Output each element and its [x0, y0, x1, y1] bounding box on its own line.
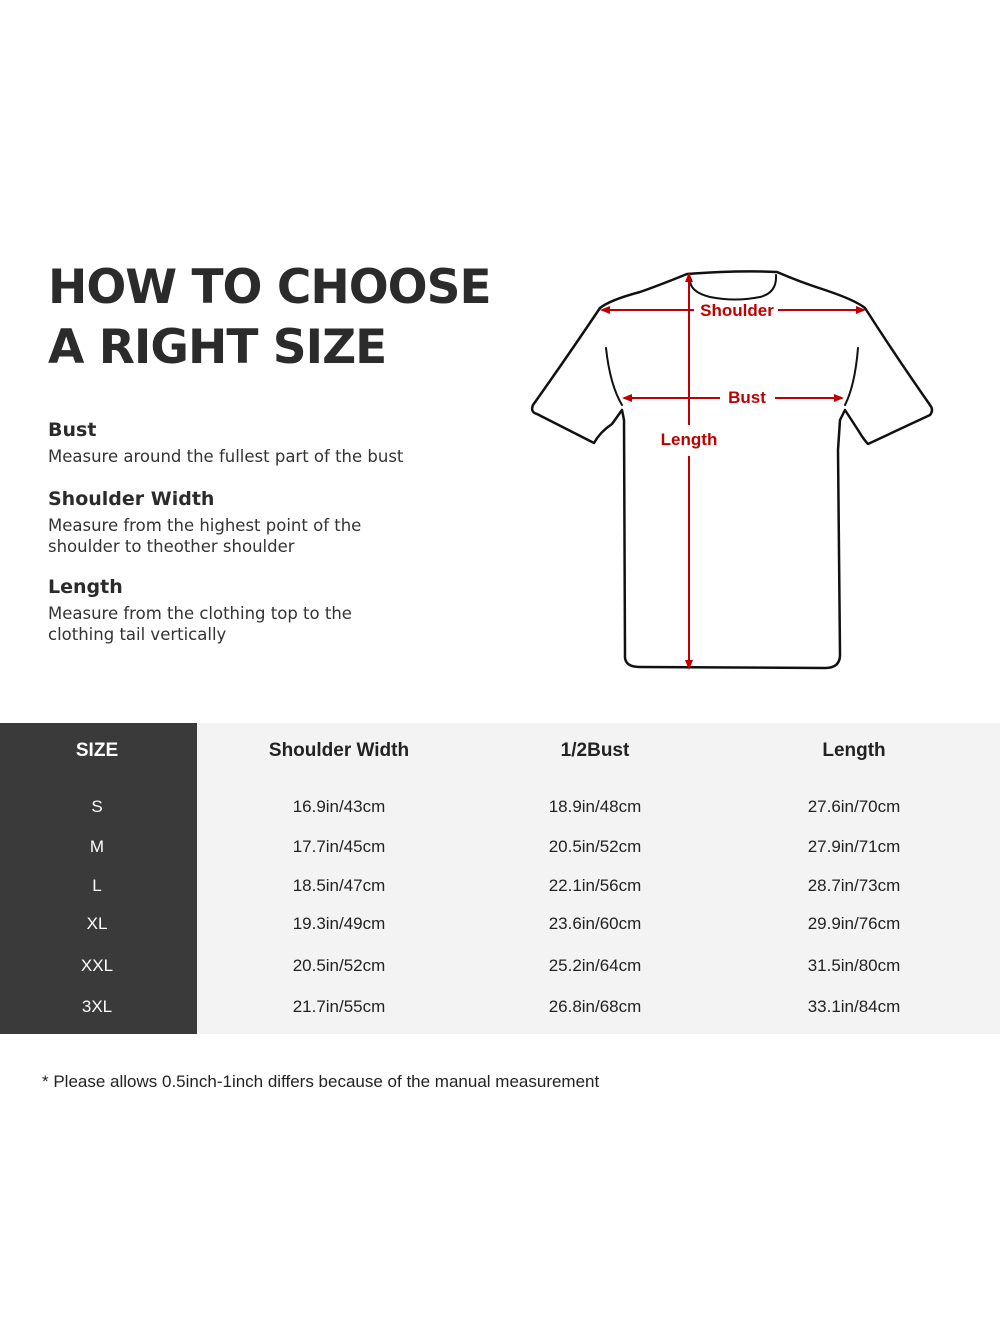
header-half-bust: 1/2Bust: [560, 740, 630, 761]
cell-size: S: [91, 797, 103, 816]
footnote: * Please allows 0.5inch-1inch differs be…: [42, 1072, 600, 1091]
tshirt-outline: [530, 270, 934, 670]
cell-shoulder-width: 21.7in/55cm: [292, 997, 386, 1016]
cell-shoulder-width: 17.7in/45cm: [292, 837, 386, 856]
cell-size: 3XL: [81, 997, 113, 1016]
header-shoulder-width: Shoulder Width: [268, 740, 410, 761]
definition-text: Measure from the clothing top to the clo…: [48, 604, 352, 644]
cell-half-bust: 20.5in/52cm: [548, 837, 642, 856]
definition-term: Length: [48, 576, 123, 598]
definition-shoulder-width: Shoulder Width Measure from the highest …: [48, 487, 388, 557]
cell-length: 27.9in/71cm: [807, 837, 901, 856]
cell-length: 33.1in/84cm: [807, 997, 901, 1016]
cell-half-bust: 22.1in/56cm: [548, 876, 642, 895]
size-column: [0, 723, 197, 1034]
cell-shoulder-width: 19.3in/49cm: [292, 914, 386, 933]
cell-half-bust: 18.9in/48cm: [548, 797, 642, 816]
cell-shoulder-width: 16.9in/43cm: [292, 797, 386, 816]
shoulder-label: Shoulder: [700, 301, 774, 320]
cell-length: 27.6in/70cm: [807, 797, 901, 816]
size-table: SIZE Shoulder Width 1/2Bust Length S 16.9in/4…: [0, 723, 1000, 1034]
cell-shoulder-width: 18.5in/47cm: [292, 876, 386, 895]
title-line-2: A RIGHT SIZE: [48, 320, 387, 375]
cell-size: M: [89, 837, 105, 856]
cell-size: XXL: [80, 956, 114, 975]
page-title: HOW TO CHOOSE A RIGHT SIZE: [48, 258, 492, 378]
cell-half-bust: 26.8in/68cm: [548, 997, 642, 1016]
definition-length: Length Measure from the clothing top to …: [48, 575, 388, 645]
definition-bust: Bust Measure around the fullest part of …: [48, 418, 438, 467]
definition-term: Bust: [48, 419, 97, 441]
definition-text: Measure around the fullest part of the b…: [48, 447, 404, 466]
cell-length: 28.7in/73cm: [807, 876, 901, 895]
cell-half-bust: 25.2in/64cm: [548, 956, 642, 975]
length-label: Length: [661, 430, 718, 449]
header-size: SIZE: [75, 740, 119, 761]
title-line-1: HOW TO CHOOSE: [48, 260, 492, 315]
measure-lines: [600, 272, 866, 670]
cell-shoulder-width: 20.5in/52cm: [292, 956, 386, 975]
header-length: Length: [822, 740, 886, 761]
bust-label: Bust: [728, 388, 766, 407]
cell-length: 31.5in/80cm: [807, 956, 901, 975]
definition-term: Shoulder Width: [48, 488, 215, 510]
cell-length: 29.9in/76cm: [807, 914, 901, 933]
cell-size: XL: [86, 914, 108, 933]
cell-half-bust: 23.6in/60cm: [548, 914, 642, 933]
definition-text: Measure from the highest point of the sh…: [48, 516, 362, 556]
tshirt-diagram: Shoulder Bust Length: [530, 270, 934, 670]
cell-size: L: [92, 876, 102, 895]
